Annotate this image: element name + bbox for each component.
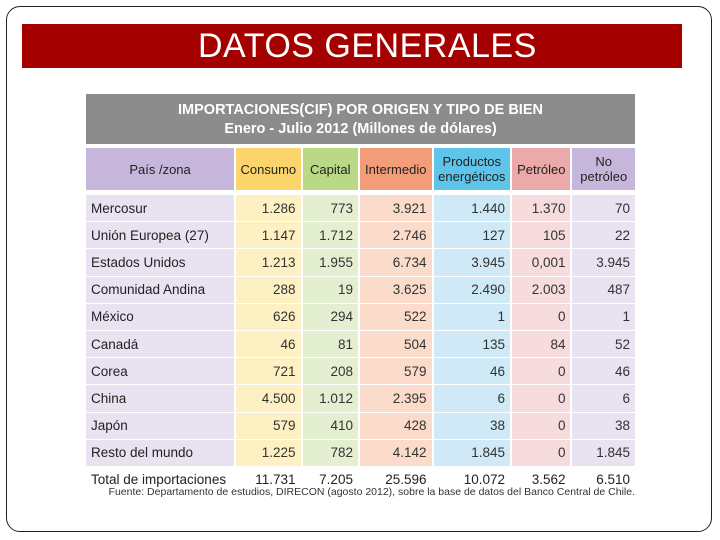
table-row: China 4.500 1.012 2.395 6 0 6 bbox=[86, 385, 635, 412]
row-label: Comunidad Andina bbox=[86, 277, 234, 304]
header-cell: País /zona bbox=[86, 148, 234, 190]
table-cell: 46 bbox=[572, 358, 635, 385]
imports-table: País /zona Consumo Capital Intermedio Pr… bbox=[84, 148, 637, 494]
table-cell: 522 bbox=[360, 304, 432, 331]
table-cell: 1.845 bbox=[572, 440, 635, 467]
table-cell: 1.712 bbox=[303, 222, 358, 249]
table-cell: 70 bbox=[572, 195, 635, 222]
table-cell: 38 bbox=[434, 413, 511, 440]
row-label: Resto del mundo bbox=[86, 440, 234, 467]
table-cell: 2.746 bbox=[360, 222, 432, 249]
header-cell: Intermedio bbox=[360, 148, 432, 190]
table-cell: 2.395 bbox=[360, 385, 432, 412]
table-cell: 487 bbox=[572, 277, 635, 304]
title-banner: DATOS GENERALES bbox=[22, 24, 682, 68]
row-label: Japón bbox=[86, 413, 234, 440]
row-label: Canadá bbox=[86, 331, 234, 358]
source-note: Fuente: Departamento de estudios, DIRECO… bbox=[86, 486, 635, 498]
row-label: Corea bbox=[86, 358, 234, 385]
header-cell: Capital bbox=[303, 148, 358, 190]
table-cell: 3.945 bbox=[434, 249, 511, 276]
table-cell: 105 bbox=[512, 222, 570, 249]
table-row: Resto del mundo 1.225 782 4.142 1.845 0 1.845 bbox=[86, 440, 635, 467]
table-cell: 84 bbox=[512, 331, 570, 358]
table-cell: 1.012 bbox=[303, 385, 358, 412]
table-cell: 1.213 bbox=[236, 249, 300, 276]
table-cell: 1 bbox=[572, 304, 635, 331]
row-label: Unión Europea (27) bbox=[86, 222, 234, 249]
table-cell: 428 bbox=[360, 413, 432, 440]
header-cell: No petróleo bbox=[572, 148, 635, 190]
table-cell: 3.945 bbox=[572, 249, 635, 276]
table-cell: 0 bbox=[512, 304, 570, 331]
table-cell: 6 bbox=[434, 385, 511, 412]
table-row: Comunidad Andina 288 19 3.625 2.490 2.003 487 bbox=[86, 277, 635, 304]
table-cell: 22 bbox=[572, 222, 635, 249]
table-cell: 46 bbox=[236, 331, 300, 358]
table-cell: 2.490 bbox=[434, 277, 511, 304]
table-row: Unión Europea (27) 1.147 1.712 2.746 127 105 2… bbox=[86, 222, 635, 249]
table-row: Canadá 46 81 504 135 84 52 bbox=[86, 331, 635, 358]
table-cell: 504 bbox=[360, 331, 432, 358]
row-label: Mercosur bbox=[86, 195, 234, 222]
table-cell: 782 bbox=[303, 440, 358, 467]
header-row: País /zona Consumo Capital Intermedio Pr… bbox=[86, 148, 635, 190]
imports-table-figure: IMPORTACIONES(CIF) POR ORIGEN Y TIPO DE … bbox=[86, 94, 635, 502]
header-cell: Productos energéticos bbox=[434, 148, 511, 190]
row-label: México bbox=[86, 304, 234, 331]
header-cell: Petróleo bbox=[512, 148, 570, 190]
table-cell: 6.734 bbox=[360, 249, 432, 276]
table-cell: 38 bbox=[572, 413, 635, 440]
table-cell: 1.370 bbox=[512, 195, 570, 222]
table-cell: 52 bbox=[572, 331, 635, 358]
table-cell: 294 bbox=[303, 304, 358, 331]
table-cell: 19 bbox=[303, 277, 358, 304]
table-title-line2: Enero - Julio 2012 (Millones de dólares) bbox=[86, 121, 635, 137]
table-cell: 6 bbox=[572, 385, 635, 412]
table-cell: 773 bbox=[303, 195, 358, 222]
table-cell: 4.500 bbox=[236, 385, 300, 412]
slide-title: DATOS GENERALES bbox=[198, 24, 537, 68]
table-body: Mercosur 1.286 773 3.921 1.440 1.370 70 Unión E… bbox=[86, 195, 635, 494]
table-row: Japón 579 410 428 38 0 38 bbox=[86, 413, 635, 440]
table-cell: 135 bbox=[434, 331, 511, 358]
table-cell: 81 bbox=[303, 331, 358, 358]
table-cell: 1.955 bbox=[303, 249, 358, 276]
table-cell: 626 bbox=[236, 304, 300, 331]
table-title-line1: IMPORTACIONES(CIF) POR ORIGEN Y TIPO DE … bbox=[86, 102, 635, 118]
table-cell: 1.147 bbox=[236, 222, 300, 249]
table-cell: 579 bbox=[236, 413, 300, 440]
table-cell: 2.003 bbox=[512, 277, 570, 304]
row-label: China bbox=[86, 385, 234, 412]
table-cell: 0,001 bbox=[512, 249, 570, 276]
table-cell: 0 bbox=[512, 413, 570, 440]
table-row: Estados Unidos 1.213 1.955 6.734 3.945 0,001 3… bbox=[86, 249, 635, 276]
table-cell: 3.625 bbox=[360, 277, 432, 304]
table-title-bar: IMPORTACIONES(CIF) POR ORIGEN Y TIPO DE … bbox=[86, 94, 635, 144]
table-cell: 0 bbox=[512, 440, 570, 467]
row-label: Estados Unidos bbox=[86, 249, 234, 276]
table-cell: 1 bbox=[434, 304, 511, 331]
table-row: Corea 721 208 579 46 0 46 bbox=[86, 358, 635, 385]
table-cell: 288 bbox=[236, 277, 300, 304]
table-cell: 1.845 bbox=[434, 440, 511, 467]
table-cell: 208 bbox=[303, 358, 358, 385]
table-cell: 1.286 bbox=[236, 195, 300, 222]
table-cell: 0 bbox=[512, 385, 570, 412]
table-row: México 626 294 522 1 0 1 bbox=[86, 304, 635, 331]
table-cell: 1.225 bbox=[236, 440, 300, 467]
table-cell: 1.440 bbox=[434, 195, 511, 222]
header-cell: Consumo bbox=[236, 148, 300, 190]
table-cell: 579 bbox=[360, 358, 432, 385]
table-cell: 3.921 bbox=[360, 195, 432, 222]
table-cell: 410 bbox=[303, 413, 358, 440]
table-row: Mercosur 1.286 773 3.921 1.440 1.370 70 bbox=[86, 195, 635, 222]
table-cell: 4.142 bbox=[360, 440, 432, 467]
table-cell: 0 bbox=[512, 358, 570, 385]
table-cell: 46 bbox=[434, 358, 511, 385]
table-cell: 721 bbox=[236, 358, 300, 385]
table-cell: 127 bbox=[434, 222, 511, 249]
